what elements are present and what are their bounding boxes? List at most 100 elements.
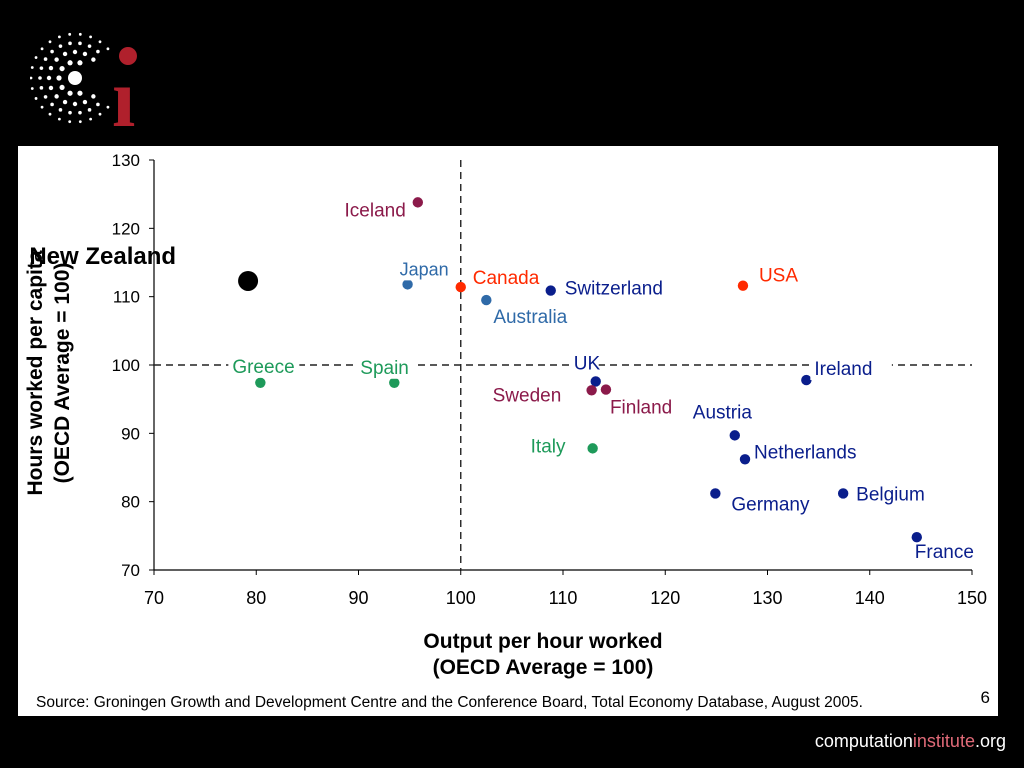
logo-dot bbox=[68, 110, 72, 115]
logo-dot bbox=[30, 66, 34, 69]
logo-dot bbox=[68, 120, 72, 124]
logo-dot bbox=[40, 105, 44, 109]
point-spain bbox=[389, 377, 400, 388]
label-uk: UK bbox=[574, 353, 601, 374]
logo-dot bbox=[78, 32, 82, 36]
y-axis-title: Hours worked per capita bbox=[24, 250, 47, 495]
logo-dot bbox=[87, 108, 92, 112]
point-finland bbox=[600, 384, 612, 395]
logo-dot bbox=[98, 112, 102, 116]
ci-logo: ı bbox=[30, 32, 137, 134]
logo-dot bbox=[89, 117, 93, 121]
point-switzerland bbox=[545, 285, 556, 296]
x-axis-title: Output per hour worked bbox=[423, 630, 662, 653]
footer-post: .org bbox=[974, 731, 1006, 751]
logo-dot bbox=[98, 40, 102, 44]
label-japan: Japan bbox=[400, 259, 449, 279]
logo-dot bbox=[77, 90, 83, 96]
label-bg-japan bbox=[395, 258, 457, 281]
logo-dot bbox=[57, 35, 61, 39]
logo-dot bbox=[68, 41, 72, 46]
label-new-zealand: New Zealand bbox=[29, 243, 176, 270]
footer-accent: institute bbox=[912, 731, 975, 751]
logo-dot bbox=[50, 49, 54, 54]
point-italy bbox=[587, 443, 598, 454]
logo-dot bbox=[78, 120, 82, 124]
logo-dot bbox=[82, 99, 88, 105]
label-greece: Greece bbox=[232, 357, 294, 378]
logo-dot bbox=[56, 75, 62, 81]
logo-dot bbox=[91, 57, 96, 62]
x-tick-label: 70 bbox=[144, 588, 164, 608]
point-netherlands bbox=[739, 454, 751, 465]
logo-dot bbox=[82, 51, 88, 57]
y-tick-label: 100 bbox=[112, 356, 140, 375]
logo-dot bbox=[59, 65, 65, 72]
label-sweden: Sweden bbox=[493, 385, 562, 406]
y-tick-label: 90 bbox=[121, 424, 140, 443]
x-tick-label: 80 bbox=[246, 588, 266, 608]
point-canada bbox=[455, 281, 466, 293]
x-tick-label: 110 bbox=[549, 588, 578, 608]
x-tick-label: 120 bbox=[650, 588, 680, 608]
logo-dot bbox=[34, 56, 38, 59]
point-uk bbox=[590, 376, 601, 387]
logo-dot bbox=[68, 32, 72, 36]
point-greece bbox=[255, 377, 266, 388]
logo-dot bbox=[48, 65, 54, 71]
y-axis-title: (OECD Average = 100) bbox=[51, 263, 74, 484]
x-tick-label: 100 bbox=[446, 588, 476, 608]
logo-dot bbox=[89, 35, 93, 39]
scatter-chart: 70 80 90 100 110 120 130 70 80 90 100 110 120 130 140 1… bbox=[24, 151, 987, 679]
logo-dot bbox=[43, 57, 48, 61]
logo-dot bbox=[34, 97, 38, 100]
logo-dot bbox=[78, 110, 82, 115]
point-labels: New Zealand Iceland Japan Canada Australia Sw… bbox=[29, 200, 974, 563]
logo-center-dot bbox=[68, 71, 82, 85]
logo-dot bbox=[67, 60, 73, 66]
label-iceland: Iceland bbox=[345, 200, 406, 221]
point-belgium bbox=[837, 488, 849, 499]
point-ireland bbox=[801, 374, 812, 386]
point-iceland bbox=[412, 197, 424, 208]
x-tick-label: 90 bbox=[348, 588, 368, 608]
label-finland: Finland bbox=[610, 398, 672, 419]
label-netherlands: Netherlands bbox=[754, 442, 856, 463]
logo-dot bbox=[39, 66, 44, 70]
footer-pre: computation bbox=[814, 731, 913, 751]
label-belgium: Belgium bbox=[856, 484, 925, 505]
logo-dots-ring bbox=[30, 32, 110, 124]
point-sweden bbox=[586, 385, 597, 396]
label-germany: Germany bbox=[731, 494, 810, 515]
y-tick-label: 120 bbox=[112, 219, 140, 238]
y-tick-label: 80 bbox=[121, 493, 140, 512]
logo-dot bbox=[87, 44, 92, 48]
logo-dot bbox=[48, 85, 54, 91]
label-ireland: Ireland bbox=[814, 359, 872, 380]
point-australia bbox=[481, 294, 492, 306]
data-points bbox=[238, 197, 922, 543]
x-axis-title: (OECD Average = 100) bbox=[433, 656, 654, 679]
logo-dot bbox=[54, 94, 59, 99]
logo-dot bbox=[72, 101, 78, 107]
logo-dot bbox=[50, 102, 54, 107]
point-new-zealand bbox=[238, 270, 259, 291]
logo-dot bbox=[62, 99, 68, 105]
y-tick-label: 130 bbox=[112, 151, 140, 170]
logo-dot bbox=[106, 105, 110, 109]
x-tick-label: 140 bbox=[855, 588, 885, 608]
source-note: Source: Groningen Growth and Development… bbox=[36, 694, 863, 711]
label-bg-ireland bbox=[810, 358, 892, 381]
logo-dot bbox=[59, 84, 65, 91]
logo-i-dot bbox=[119, 47, 137, 65]
logo-dot bbox=[96, 49, 100, 54]
logo-dot bbox=[38, 76, 42, 80]
label-switzerland: Switzerland bbox=[565, 279, 663, 300]
logo-dot bbox=[30, 87, 34, 90]
logo-dot bbox=[30, 76, 33, 80]
logo-dot bbox=[58, 44, 63, 48]
logo-dot bbox=[48, 112, 52, 116]
point-austria bbox=[729, 430, 740, 441]
label-spain: Spain bbox=[360, 358, 409, 379]
label-austria: Austria bbox=[693, 402, 753, 423]
